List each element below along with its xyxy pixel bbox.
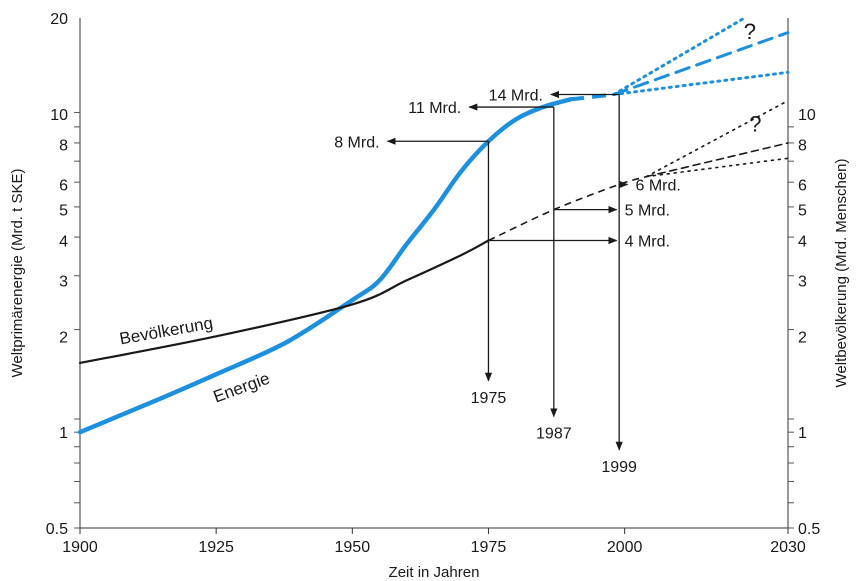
population-scenario-dotted	[645, 99, 789, 178]
y-left-axis-title: Weltprimärenergie (Mrd. t SKE)	[9, 169, 26, 378]
y-right-axis-title: Weltbevölkerung (Mrd. Menschen)	[833, 159, 850, 388]
population-value-label: 6 Mrd.	[636, 177, 681, 194]
population-line	[78, 239, 490, 365]
y-right-tick-label: 4	[798, 234, 807, 251]
series-layer: ??	[77, 16, 790, 435]
y-left-tick-label: 1	[59, 425, 68, 442]
year-label: 1975	[471, 390, 507, 407]
energy-line	[77, 97, 573, 435]
y-right-tick-label: 10	[798, 107, 816, 124]
y-left-tick-label: 20	[50, 11, 68, 28]
y-right-tick-label: 0.5	[798, 521, 820, 538]
x-tick-label: 1950	[335, 539, 371, 556]
x-tick-label: 2000	[607, 539, 643, 556]
axes	[79, 18, 789, 529]
energy-scenario-dotted	[612, 70, 790, 97]
y-left-tick-label: 4	[59, 234, 68, 251]
year-label: 1987	[536, 426, 572, 443]
energy-value-label: 11 Mrd.	[408, 100, 461, 117]
x-tick-label: 2030	[770, 539, 806, 556]
population-scenario-dashed	[645, 142, 789, 178]
population-value-label: 5 Mrd.	[625, 203, 670, 220]
year-label: 1999	[601, 459, 637, 476]
energy-value-label: 14 Mrd.	[489, 88, 543, 105]
question-mark: ?	[749, 112, 761, 137]
y-right-tick-label: 2	[798, 329, 807, 346]
axis-ticks: 1900 1925 1950 1975 2000 20300.5123456810200.…	[46, 11, 821, 556]
population-value-label: 4 Mrd.	[625, 234, 670, 251]
population-scenario-dotted	[645, 157, 789, 178]
y-left-tick-label: 3	[59, 273, 68, 290]
y-right-tick-label: 6	[798, 177, 807, 194]
energy-projection-line	[569, 92, 614, 102]
population-projection-line	[488, 175, 647, 242]
x-tick-label: 1900	[62, 539, 98, 556]
energy-scenario-dotted	[612, 16, 746, 97]
energy-value-label: 8 Mrd.	[334, 134, 379, 151]
curve-label: Bevölkerung	[118, 313, 214, 348]
y-left-tick-label: 10	[50, 107, 68, 124]
y-right-tick-label: 3	[798, 273, 807, 290]
x-tick-label: 1975	[471, 539, 507, 556]
energy-scenario-dashed	[612, 31, 790, 97]
y-left-tick-label: 0.5	[46, 521, 68, 538]
x-tick-label: 1925	[198, 539, 234, 556]
y-right-tick-label: 5	[798, 203, 807, 220]
x-axis-title: Zeit in Jahren	[389, 564, 480, 581]
y-right-tick-label: 1	[798, 425, 807, 442]
y-right-tick-label: 8	[798, 138, 807, 155]
y-left-tick-label: 8	[59, 138, 68, 155]
question-mark: ?	[744, 19, 756, 44]
annotations-layer: 1975 8 Mrd. 4 Mrd. 1987 11 Mrd. 5 Mrd. 1999 14 …	[334, 88, 681, 476]
y-left-tick-label: 5	[59, 203, 68, 220]
y-left-tick-label: 6	[59, 177, 68, 194]
y-left-tick-label: 2	[59, 329, 68, 346]
